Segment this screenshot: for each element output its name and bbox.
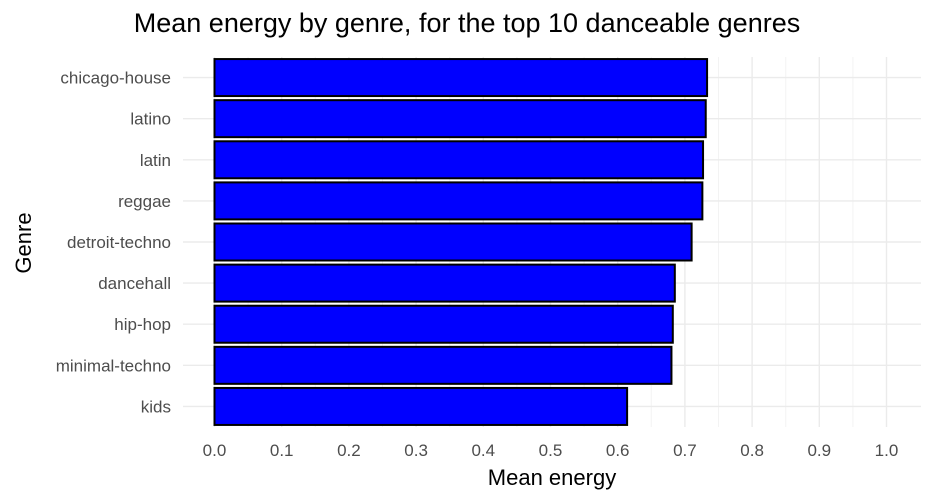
bar-latino — [213, 99, 707, 139]
y-tick-label: dancehall — [98, 274, 171, 293]
x-axis-title: Mean energy — [488, 465, 616, 490]
bar-kids — [213, 386, 629, 426]
x-tick-label: 0.7 — [673, 441, 697, 460]
y-tick-label: chicago-house — [60, 69, 171, 88]
x-tick-label: 0.3 — [404, 441, 428, 460]
x-tick-label: 0.1 — [270, 441, 294, 460]
x-tick-label: 0.2 — [337, 441, 361, 460]
y-axis-title: Genre — [11, 212, 36, 273]
x-tick-label: 0.4 — [471, 441, 495, 460]
bar-chicago-house — [213, 58, 709, 98]
x-tick-labels: 0.0 0.1 0.2 0.3 0.4 0.5 0.6 0.7 0.8 0.9 1.0 — [203, 441, 899, 460]
y-tick-label: hip-hop — [114, 315, 171, 334]
x-tick-label: 0.8 — [740, 441, 764, 460]
x-tick-label: 0.9 — [807, 441, 831, 460]
y-tick-label: kids — [141, 397, 171, 416]
bars — [213, 58, 709, 426]
x-tick-label: 0.0 — [203, 441, 227, 460]
bar-detroit-techno — [213, 222, 693, 262]
x-tick-label: 0.5 — [539, 441, 563, 460]
chart-title: Mean energy by genre, for the top 10 dan… — [133, 8, 801, 38]
bar-reggae — [213, 181, 704, 221]
bar-hip-hop — [213, 304, 674, 344]
y-tick-label: minimal-techno — [56, 356, 171, 375]
bar-minimal-techno — [213, 345, 673, 385]
y-tick-label: detroit-techno — [67, 233, 171, 252]
bar-dancehall — [213, 263, 676, 303]
y-tick-label: reggae — [118, 192, 171, 211]
y-tick-labels: chicago-house latino latin reggae detroit-te… — [56, 69, 171, 417]
y-tick-label: latin — [140, 151, 171, 170]
x-tick-label: 1.0 — [875, 441, 899, 460]
x-tick-label: 0.6 — [606, 441, 630, 460]
bar-latin — [213, 140, 705, 180]
y-tick-label: latino — [130, 110, 171, 129]
